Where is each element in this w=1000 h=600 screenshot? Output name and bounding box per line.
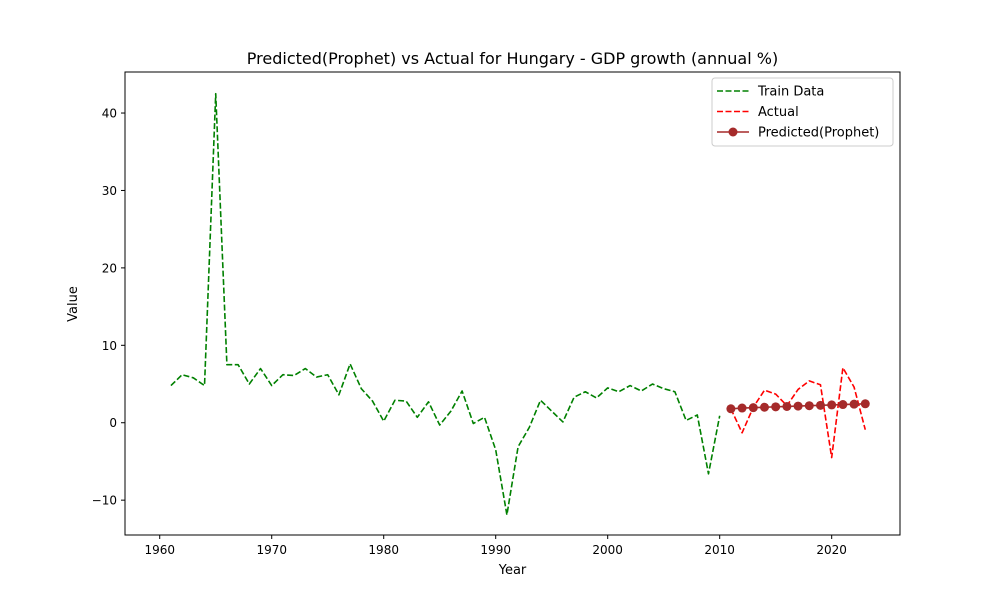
- data-point: [804, 401, 814, 411]
- legend-label: Predicted(Prophet): [758, 126, 879, 141]
- x-tick-label: 2000: [592, 543, 623, 557]
- x-tick-label: 1960: [144, 543, 175, 557]
- data-point: [771, 402, 781, 412]
- legend-label: Actual: [758, 105, 799, 120]
- y-tick-label: 30: [102, 184, 117, 198]
- x-tick-label: 1990: [480, 543, 511, 557]
- x-tick-label: 2010: [704, 543, 735, 557]
- legend-label: Train Data: [757, 85, 824, 100]
- data-point: [748, 403, 758, 413]
- y-tick-label: 20: [102, 261, 117, 275]
- y-axis-label: Value: [66, 286, 81, 322]
- y-tick-label: −10: [92, 494, 117, 508]
- x-tick-label: 2020: [816, 543, 847, 557]
- plot-area: [170, 92, 870, 516]
- series-line-train-data: [170, 92, 721, 516]
- x-tick-label: 1970: [256, 543, 287, 557]
- data-point: [726, 404, 736, 414]
- data-point: [838, 400, 848, 410]
- data-point: [827, 400, 837, 410]
- data-point: [815, 400, 825, 410]
- y-axis: −10 0 10 20 30 40: [92, 107, 125, 508]
- legend: Train Data Actual Predicted(Prophet): [711, 77, 894, 147]
- y-tick-label: 10: [102, 339, 117, 353]
- legend-marker: [728, 127, 738, 137]
- chart-title: Predicted(Prophet) vs Actual for Hungary…: [247, 49, 778, 68]
- x-axis-label: Year: [498, 563, 527, 578]
- x-tick-label: 1980: [368, 543, 399, 557]
- data-point: [793, 401, 803, 411]
- plot-frame: [124, 71, 901, 536]
- data-point: [759, 402, 769, 412]
- legend-box: [711, 77, 894, 147]
- data-point: [737, 403, 747, 413]
- data-point: [849, 399, 859, 409]
- data-point: [860, 399, 870, 409]
- data-point: [782, 401, 792, 411]
- y-tick-label: 40: [102, 107, 117, 121]
- y-tick-label: 0: [109, 416, 117, 430]
- x-axis: 1960 1970 1980 1990 2000 2010 2020: [144, 535, 847, 557]
